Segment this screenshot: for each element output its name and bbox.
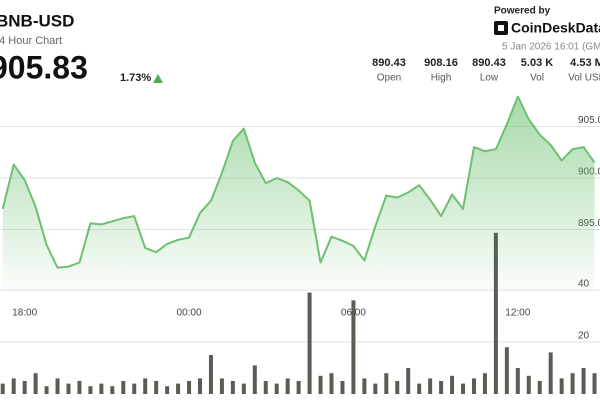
volume-bar	[219, 378, 224, 394]
volume-bar	[22, 381, 27, 394]
volume-bar	[88, 386, 93, 394]
volume-bar	[493, 232, 498, 394]
volume-bar	[99, 383, 104, 394]
volume-bar	[274, 383, 279, 394]
y-tick-label: 905.0	[578, 115, 600, 126]
volume-bar	[384, 373, 389, 394]
volume-bar	[252, 365, 257, 394]
price: 905.83	[0, 49, 88, 85]
price-area	[2, 96, 595, 292]
volume-bar	[417, 383, 422, 394]
volume-bar	[548, 352, 553, 394]
volume-bar	[198, 378, 202, 394]
volume-bar	[559, 378, 564, 394]
volume-bar	[340, 381, 345, 394]
stat-label: Open	[377, 73, 401, 84]
stat-label: Vol USD	[568, 73, 600, 84]
stat-value: 5.03 K	[521, 57, 553, 69]
stats: 890.43 Open 908.16 High 890.43 Low 5.03 K Vol 4.…	[372, 57, 600, 84]
volume-bar	[296, 381, 301, 394]
volume-bar	[44, 386, 49, 394]
volume-bar	[329, 373, 334, 394]
symbol: BNB-USD	[0, 11, 74, 30]
volume-bar	[132, 383, 137, 394]
volume-bar	[143, 378, 148, 394]
stat-value: 890.43	[472, 57, 506, 69]
logo-icon-inner	[498, 25, 504, 31]
volume-bar	[406, 368, 411, 394]
volume-bar	[515, 368, 520, 394]
volume-bar	[187, 381, 192, 394]
volume-bar	[0, 383, 5, 394]
subtitle: 24 Hour Chart	[0, 35, 62, 47]
volume-bar	[362, 378, 367, 394]
stat-label: Low	[480, 73, 499, 84]
stat-label: High	[431, 73, 452, 84]
powered-by: Powered by	[494, 6, 551, 17]
volume-bar	[526, 375, 531, 394]
volume-bar	[176, 383, 181, 394]
timestamp: 5 Jan 2026 16:01 (GMT)	[502, 42, 600, 53]
volume-bar	[482, 373, 487, 394]
volume-bar	[110, 386, 115, 394]
volume-bar	[11, 378, 16, 394]
volume-bar	[208, 355, 213, 394]
stat-label: Vol	[530, 73, 544, 84]
volume-bar	[285, 378, 290, 394]
volume-bar	[439, 381, 444, 394]
volume-bar	[121, 381, 126, 394]
stat-value: 890.43	[372, 57, 406, 69]
brand: CoinDeskData	[511, 20, 600, 36]
volume-bar	[230, 381, 235, 394]
volume-bar	[471, 378, 476, 394]
volume-bar	[307, 292, 312, 394]
volume-bar	[154, 381, 159, 394]
volume-bar	[66, 383, 71, 394]
stat-value: 908.16	[424, 57, 458, 69]
y-tick-label: 20	[578, 331, 590, 342]
volume-bar	[241, 383, 246, 394]
volume-bar	[55, 378, 60, 394]
volume-bar	[263, 381, 268, 394]
volume-bar	[33, 373, 38, 394]
up-arrow	[153, 74, 163, 83]
volume-bar	[461, 383, 466, 394]
volume-bar	[450, 375, 455, 394]
stat-value: 4.53 M	[570, 57, 600, 69]
volume-bar	[351, 300, 356, 394]
plot-layer	[0, 95, 597, 394]
volume-bar	[537, 381, 542, 394]
volume-bar	[77, 381, 82, 394]
x-tick-label: 00:00	[177, 308, 202, 319]
volume-bar	[581, 368, 586, 394]
volume-bar	[592, 373, 597, 394]
volume-bar	[165, 386, 170, 394]
volume-bar	[570, 373, 575, 394]
price-line	[1, 95, 596, 269]
x-tick-label: 12:00	[505, 308, 530, 319]
volume-bar	[373, 383, 378, 394]
volume-bar	[395, 381, 400, 394]
x-tick-label: 18:00	[12, 308, 37, 319]
volume-bar	[318, 375, 323, 394]
volume-bar	[504, 347, 509, 394]
volume-bar	[428, 378, 433, 394]
change: 1.73%	[120, 72, 151, 84]
